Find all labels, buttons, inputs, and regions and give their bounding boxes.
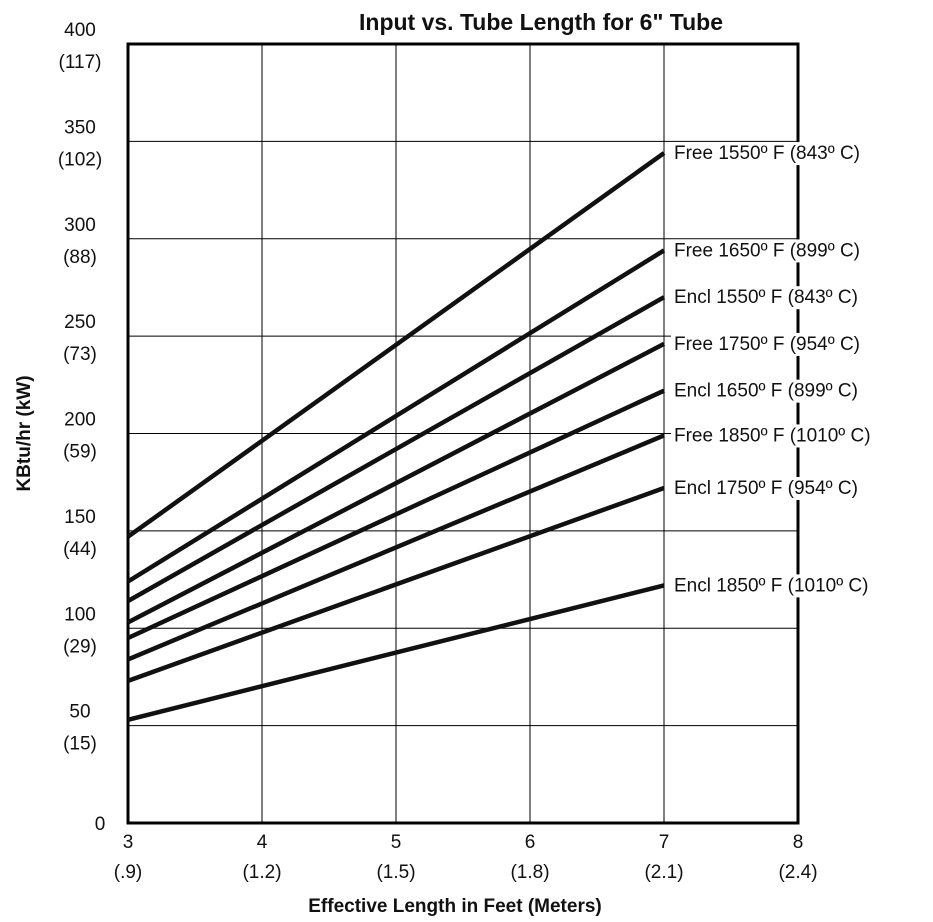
x-tick-sublabel: (1.8) <box>510 862 549 883</box>
series-label-background <box>671 574 872 598</box>
series-line <box>126 295 666 603</box>
series-label-background <box>671 286 861 310</box>
chart-title: Input vs. Tube Length for 6" Tube <box>359 9 723 35</box>
series-label: Free 1850º F (1010º C) <box>674 425 871 446</box>
y-tick-label: 300 <box>64 215 96 236</box>
series-labels: Free 1550º F (843º C) Free 1650º F (899º … <box>671 142 874 598</box>
y-tick-label: 50 <box>69 702 90 723</box>
y-tick-sublabel: (44) <box>63 539 97 560</box>
y-tick-sublabel: (117) <box>59 52 102 73</box>
y-tick-sublabel: (15) <box>63 734 97 755</box>
x-tick-label: 6 <box>525 832 536 853</box>
series-label-background <box>671 477 861 501</box>
series-label: Encl 1850º F (1010º C) <box>674 575 868 596</box>
series-label-background <box>671 424 874 448</box>
y-tick-sublabel: (29) <box>63 636 97 657</box>
series-line <box>127 583 665 722</box>
y-tick-label: 350 <box>64 117 96 138</box>
tick-labels: 3 (.9) 4 (1.2) 5 (1.5) 6 (1.8) 7 (2.1) 8 (2.4) 0 50 (1… <box>58 20 818 883</box>
y-axis-title: KBtu/hr (kW) <box>14 375 35 491</box>
series-label: Free 1750º F (954º C) <box>674 334 860 355</box>
x-tick-sublabel: (1.2) <box>242 862 281 883</box>
series-label-background <box>671 239 864 263</box>
x-tick-sublabel: (2.1) <box>644 862 683 883</box>
x-tick-label: 4 <box>257 832 268 853</box>
x-axis-title: Effective Length in Feet (Meters) <box>308 896 602 917</box>
series-label-background <box>671 332 864 356</box>
x-tick-sublabel: (1.5) <box>376 862 415 883</box>
y-tick-label: 100 <box>64 604 96 625</box>
series-label: Encl 1750º F (954º C) <box>674 478 858 499</box>
y-tick-sublabel: (73) <box>63 344 97 365</box>
y-tick-label: 400 <box>64 20 96 41</box>
series-label: Free 1550º F (843º C) <box>674 143 860 164</box>
series-label-background <box>671 379 861 403</box>
series-label: Encl 1650º F (899º C) <box>674 381 858 402</box>
y-tick-sublabel: (102) <box>58 149 102 170</box>
x-tick-label: 5 <box>391 832 402 853</box>
y-tick-label: 200 <box>64 410 96 431</box>
x-tick-sublabel: (.9) <box>114 862 143 883</box>
x-tick-label: 8 <box>793 832 804 853</box>
y-tick-sublabel: (59) <box>63 442 97 463</box>
series-line <box>126 151 666 539</box>
series-label-background <box>671 142 864 166</box>
series-line <box>126 248 666 584</box>
series-line <box>126 341 666 625</box>
y-tick-label: 150 <box>64 507 96 528</box>
series-lines <box>126 151 666 722</box>
series-line <box>127 433 665 662</box>
x-tick-sublabel: (2.4) <box>778 862 817 883</box>
series-line <box>127 388 665 641</box>
series-label: Free 1650º F (899º C) <box>674 240 860 261</box>
series-line <box>127 485 665 683</box>
x-tick-label: 7 <box>659 832 670 853</box>
x-tick-label: 3 <box>123 832 134 853</box>
y-tick-sublabel: (88) <box>63 247 97 268</box>
series-label: Encl 1550º F (843º C) <box>674 287 858 308</box>
grid-lines <box>128 44 798 823</box>
y-tick-label: 250 <box>64 312 96 333</box>
y-tick-label: 0 <box>95 814 106 835</box>
